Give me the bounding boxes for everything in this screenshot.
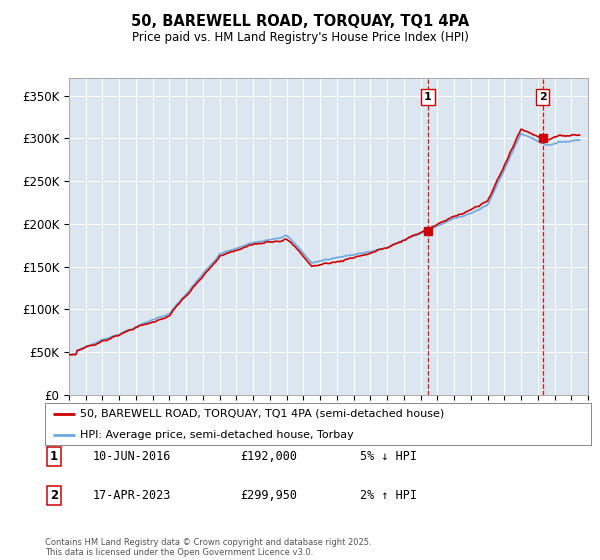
Text: 50, BAREWELL ROAD, TORQUAY, TQ1 4PA (semi-detached house): 50, BAREWELL ROAD, TORQUAY, TQ1 4PA (sem… bbox=[80, 409, 445, 419]
Text: 1: 1 bbox=[50, 450, 58, 463]
Text: 50, BAREWELL ROAD, TORQUAY, TQ1 4PA: 50, BAREWELL ROAD, TORQUAY, TQ1 4PA bbox=[131, 14, 469, 29]
Text: HPI: Average price, semi-detached house, Torbay: HPI: Average price, semi-detached house,… bbox=[80, 430, 354, 440]
Text: 10-JUN-2016: 10-JUN-2016 bbox=[93, 450, 172, 463]
Text: 2: 2 bbox=[539, 92, 547, 102]
Text: 5% ↓ HPI: 5% ↓ HPI bbox=[360, 450, 417, 463]
Text: £192,000: £192,000 bbox=[240, 450, 297, 463]
Text: 2: 2 bbox=[50, 489, 58, 502]
Text: 1: 1 bbox=[424, 92, 432, 102]
Text: 2% ↑ HPI: 2% ↑ HPI bbox=[360, 489, 417, 502]
Text: Contains HM Land Registry data © Crown copyright and database right 2025.
This d: Contains HM Land Registry data © Crown c… bbox=[45, 538, 371, 557]
Text: 17-APR-2023: 17-APR-2023 bbox=[93, 489, 172, 502]
Text: £299,950: £299,950 bbox=[240, 489, 297, 502]
Text: Price paid vs. HM Land Registry's House Price Index (HPI): Price paid vs. HM Land Registry's House … bbox=[131, 31, 469, 44]
